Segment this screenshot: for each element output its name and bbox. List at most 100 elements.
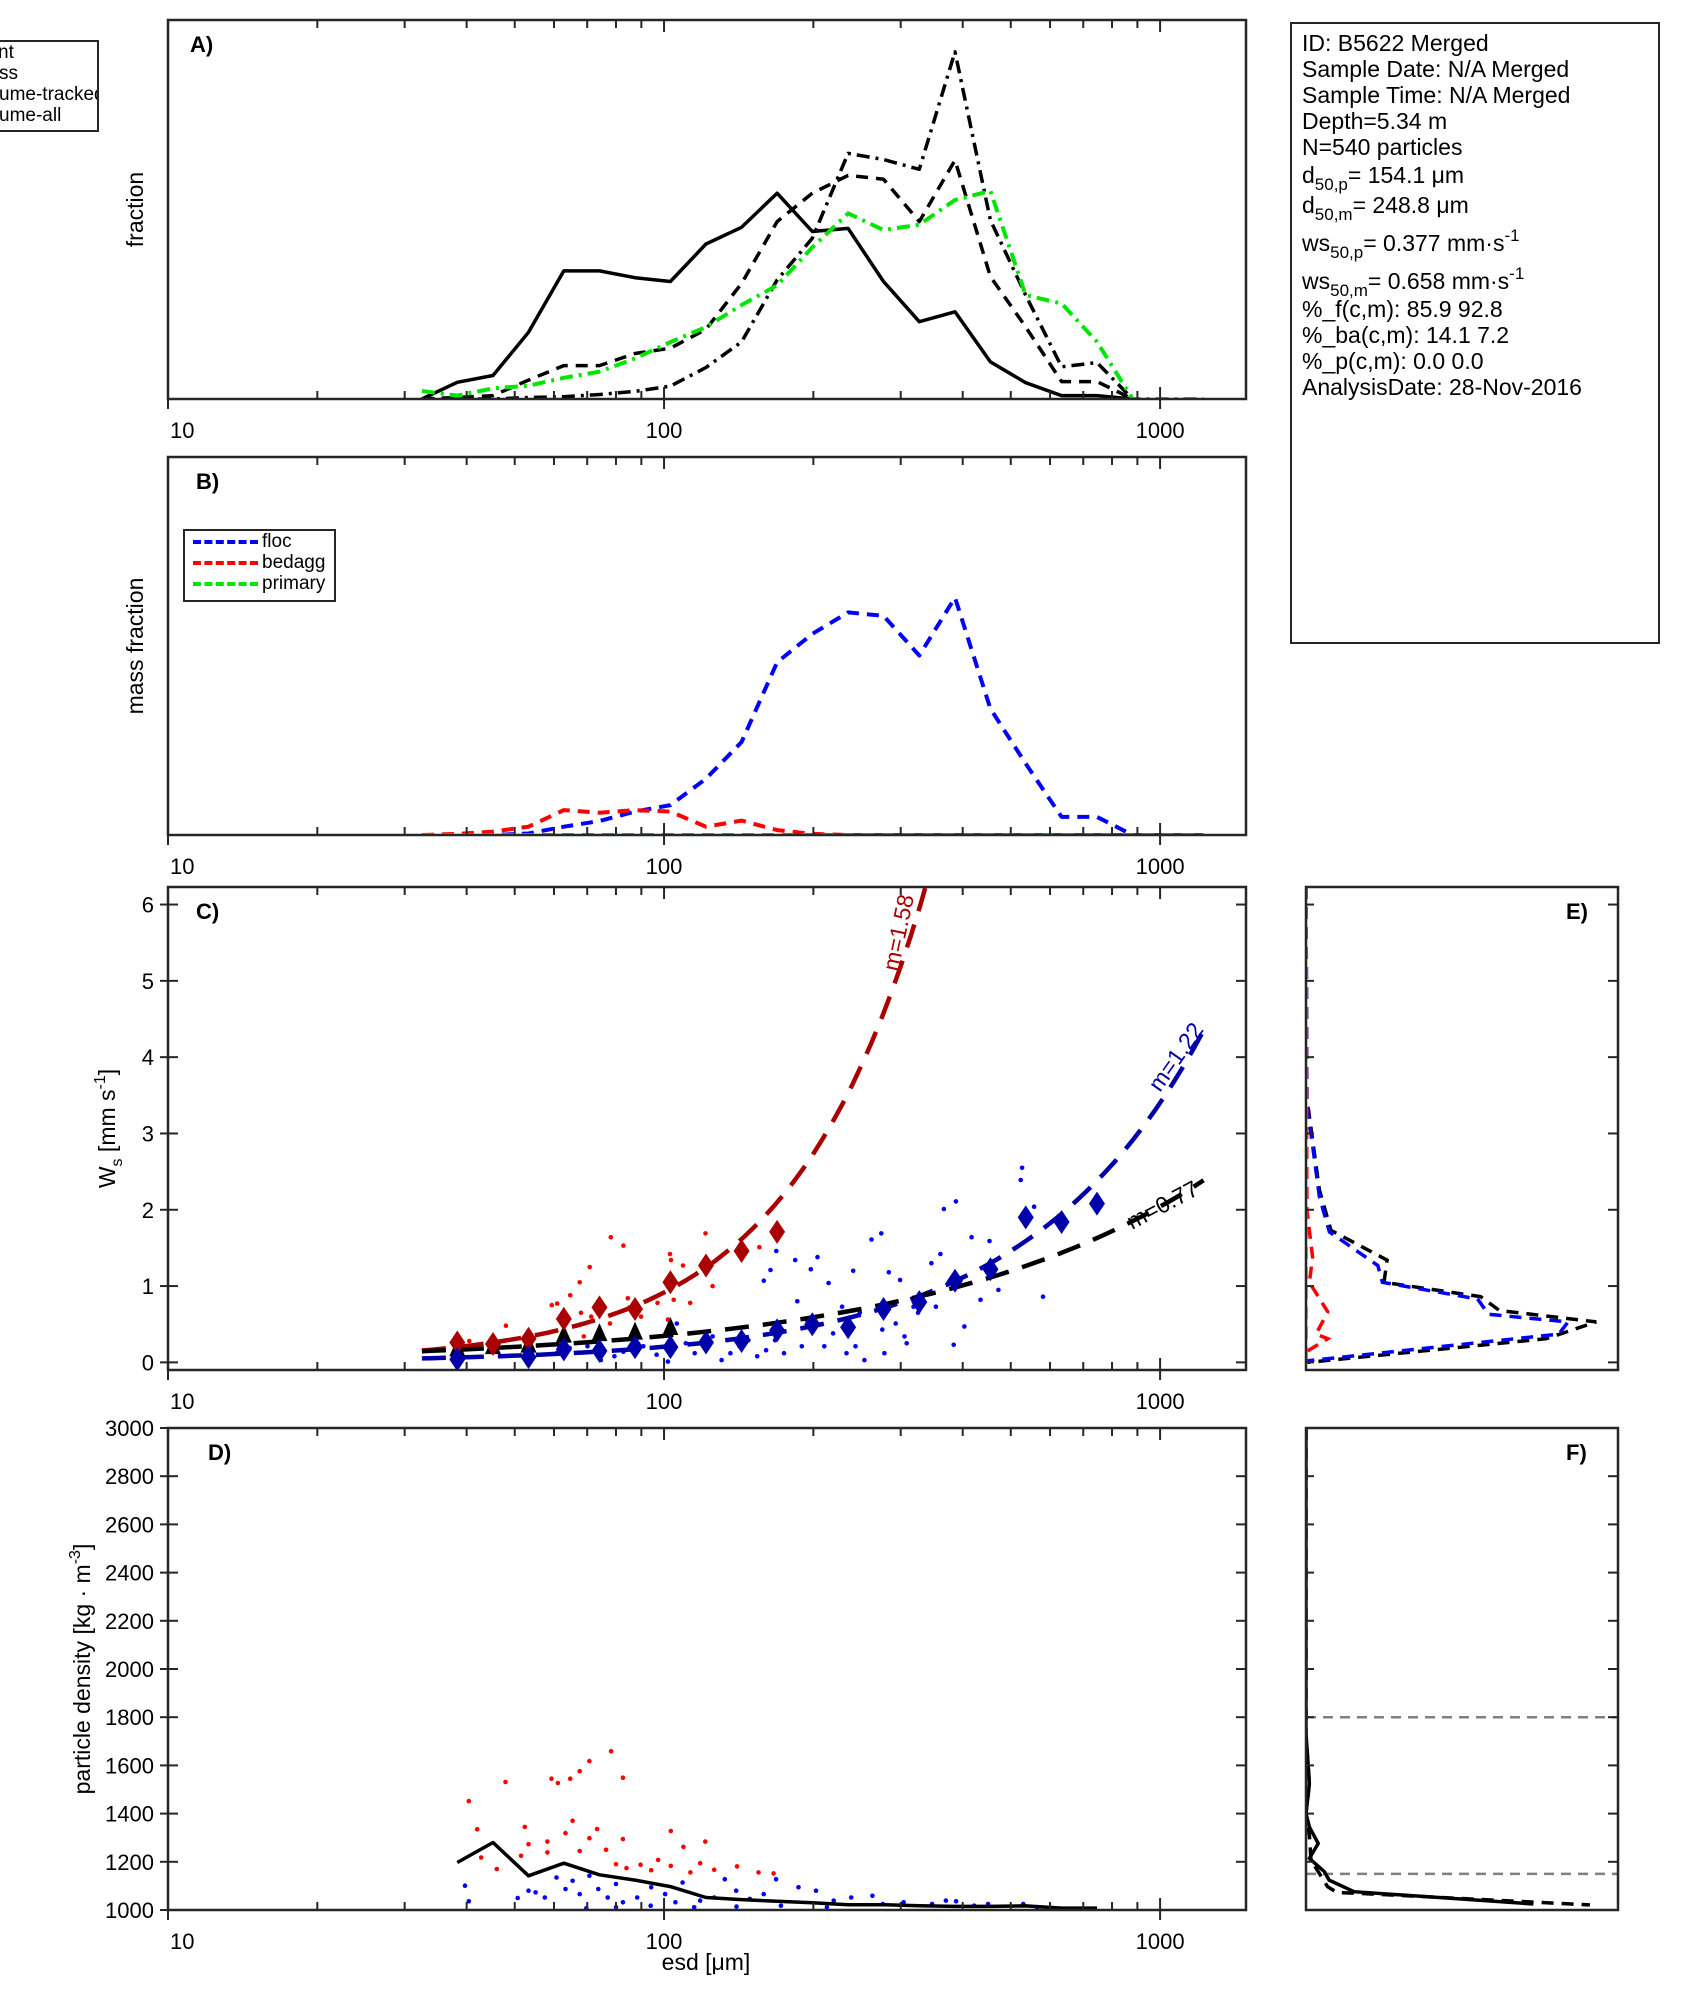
- fit-line-floc: [421, 1029, 1206, 1361]
- scatter-point-floc: [929, 1260, 934, 1266]
- scatter-point-bedagg: [474, 1827, 480, 1832]
- info-sample-time: Sample Time: N/A Merged: [1302, 82, 1571, 108]
- scatter-point-floc: [953, 1899, 959, 1904]
- scatter-point-bedagg: [671, 1297, 676, 1303]
- scatter-point-floc: [761, 1891, 766, 1897]
- plot-area: [421, 887, 1206, 1370]
- mean-marker-all: [627, 1321, 644, 1340]
- panel-label: E): [1566, 899, 1588, 924]
- x-tick-label: 100: [646, 418, 683, 443]
- scatter-point-floc: [728, 1350, 733, 1356]
- scatter-point-floc: [774, 1248, 779, 1254]
- scatter-point-bedagg: [603, 1847, 609, 1853]
- scatter-point-floc: [673, 1900, 678, 1905]
- panel-f: F): [1304, 1426, 1620, 1912]
- scatter-point-floc: [754, 1354, 760, 1359]
- mean-marker-floc: [947, 1268, 964, 1293]
- y-axis-label: fraction: [122, 172, 148, 247]
- y-tick-label: 1400: [105, 1802, 154, 1827]
- y-tick-label: 3000: [105, 1416, 154, 1441]
- scatter-point-bedagg: [608, 1234, 614, 1240]
- legend-entry: ume-tracked: [0, 84, 99, 105]
- scatter-point-floc: [648, 1903, 653, 1908]
- panel-label: A): [190, 32, 213, 57]
- scatter-point-bedagg: [608, 1748, 614, 1754]
- profile-line-floc: [1306, 887, 1572, 1363]
- scatter-point-floc: [969, 1234, 974, 1240]
- scatter-point-bedagg: [503, 1323, 509, 1328]
- mean-marker-floc: [982, 1257, 999, 1282]
- scatter-point-bedagg: [577, 1768, 582, 1774]
- series-line-nt: [421, 191, 1133, 399]
- scatter-point-floc: [526, 1888, 531, 1893]
- subscript: 50,p: [1314, 175, 1348, 194]
- scatter-point-bedagg: [687, 1300, 693, 1306]
- mean-marker-floc: [662, 1335, 679, 1360]
- series-line-floc: [421, 595, 1204, 835]
- y-tick-label: 4: [142, 1045, 154, 1070]
- scatter-point-floc: [585, 1344, 590, 1349]
- scatter-point-floc: [1018, 1177, 1023, 1183]
- x-tick-label: 10: [170, 854, 194, 879]
- y-tick-label: 5: [142, 969, 154, 994]
- x-tick-label: 10: [170, 1389, 194, 1414]
- scatter-point-floc: [778, 1903, 784, 1908]
- axes-box: [166, 455, 1248, 837]
- info-ws50m: ws50,m= 0.658 mm·s-1: [1302, 265, 1658, 299]
- scatter-point-bedagg: [667, 1251, 673, 1257]
- scatter-point-floc: [886, 1270, 892, 1275]
- scatter-point-bedagg: [467, 1338, 472, 1344]
- y-tick-label: 2: [142, 1198, 154, 1223]
- scatter-point-bedagg: [581, 1334, 587, 1339]
- scatter-point-bedagg: [620, 1775, 626, 1780]
- scatter-point-bedagg: [638, 1862, 643, 1867]
- scatter-point-floc: [880, 1327, 885, 1332]
- scatter-point-floc: [1019, 1165, 1025, 1171]
- plot-area: [1306, 1428, 1618, 1907]
- scatter-point-bedagg: [466, 1798, 472, 1804]
- mean-marker-bedagg: [555, 1306, 572, 1331]
- scatter-point-floc: [824, 1905, 830, 1910]
- scatter-point-bedagg: [697, 1860, 703, 1866]
- scatter-point-floc: [722, 1876, 728, 1882]
- x-tick-label: 1000: [1136, 418, 1185, 443]
- scatter-point-bedagg: [594, 1826, 600, 1832]
- scatter-point-bedagg: [578, 1310, 584, 1316]
- scatter-point-bedagg: [587, 1758, 592, 1764]
- scatter-point-floc: [870, 1893, 875, 1899]
- scatter-point-floc: [893, 1321, 898, 1326]
- x-tick-label: 100: [646, 1929, 683, 1954]
- mean-marker-floc: [733, 1329, 750, 1354]
- y-axis-label: Ws [mm s-1]: [92, 1069, 126, 1188]
- info-d50p: d50,p= 154.1 μm: [1302, 160, 1658, 193]
- panel-a: 10 100 1000 A) fraction: [122, 18, 1248, 443]
- scatter-point-bedagg: [655, 1857, 661, 1863]
- y-axis-label: particle density [kg · m-3]: [67, 1544, 95, 1795]
- scatter-point-bedagg: [638, 1314, 644, 1319]
- scatter-point-floc: [799, 1344, 805, 1349]
- mean-marker-all: [591, 1323, 608, 1342]
- scatter-point-floc: [853, 1344, 858, 1349]
- mean-marker-floc: [840, 1315, 857, 1340]
- scatter-point-floc: [612, 1354, 617, 1359]
- legend-entry-primary: primary: [185, 573, 334, 594]
- axes-box: [1304, 885, 1620, 1372]
- mean-marker-bedagg: [733, 1238, 750, 1263]
- scatter-point-bedagg: [710, 1283, 715, 1289]
- scatter-point-floc: [848, 1895, 854, 1900]
- scatter-point-floc: [563, 1886, 568, 1892]
- scatter-point-bedagg: [588, 1314, 594, 1319]
- mean-marker-bedagg: [449, 1330, 466, 1355]
- scatter-point-floc: [792, 1257, 798, 1263]
- subscript: 50,m: [1330, 281, 1368, 300]
- label-text: W: [94, 1166, 120, 1188]
- mean-marker-floc: [591, 1338, 608, 1363]
- scatter-point-floc: [692, 1350, 697, 1356]
- label-superscript: -3: [67, 1550, 84, 1564]
- scatter-point-floc: [897, 1277, 903, 1283]
- axes-box: [1304, 1426, 1620, 1912]
- y-tick-label: 2200: [105, 1609, 154, 1634]
- legend-entry-floc: floc: [185, 531, 334, 552]
